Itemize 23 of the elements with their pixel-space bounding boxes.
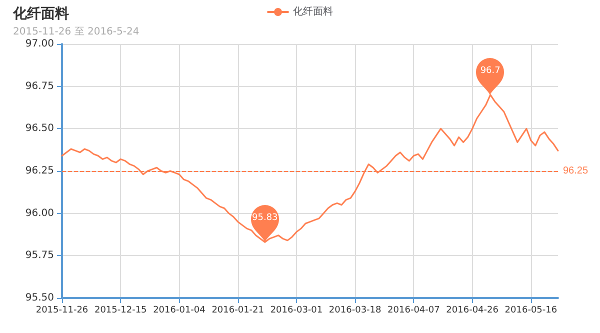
annotation: 96.7 <box>479 64 502 78</box>
y-tick-label: 96.75 <box>25 80 54 92</box>
x-tick-label: 2016-01-04 <box>153 306 206 316</box>
y-tick-label: 96.50 <box>25 123 54 134</box>
x-tick-label: 2016-04-26 <box>446 306 499 316</box>
x-tick-label: 2016-01-21 <box>212 306 264 316</box>
x-tick-label: 2015-12-15 <box>94 306 147 316</box>
x-tick-label: 2015-11-26 <box>36 306 88 316</box>
y-tick-label: 95.50 <box>25 292 54 304</box>
x-tick-label: 2016-05-16 <box>504 306 558 316</box>
ref-line-label: 96.25 <box>563 166 588 176</box>
y-tick-label: 96.25 <box>25 166 54 176</box>
y-tick-label: 97.00 <box>25 38 54 50</box>
x-tick-label: 2016-03-18 <box>328 306 382 316</box>
y-tick-label: 96.00 <box>25 208 54 219</box>
x-tick-label: 2016-04-07 <box>388 306 440 316</box>
y-tick-label: 95.75 <box>25 250 54 262</box>
annotation: 95.83 <box>251 212 279 226</box>
chart-title: 化纤面料 <box>12 6 69 22</box>
x-tick-label: 2016-03-01 <box>270 306 323 316</box>
line-series <box>61 94 559 243</box>
chart-subtitle: 2015-11-26 至 2016-5-24 <box>13 26 140 38</box>
legend-label: 化纤面料 <box>293 6 333 18</box>
